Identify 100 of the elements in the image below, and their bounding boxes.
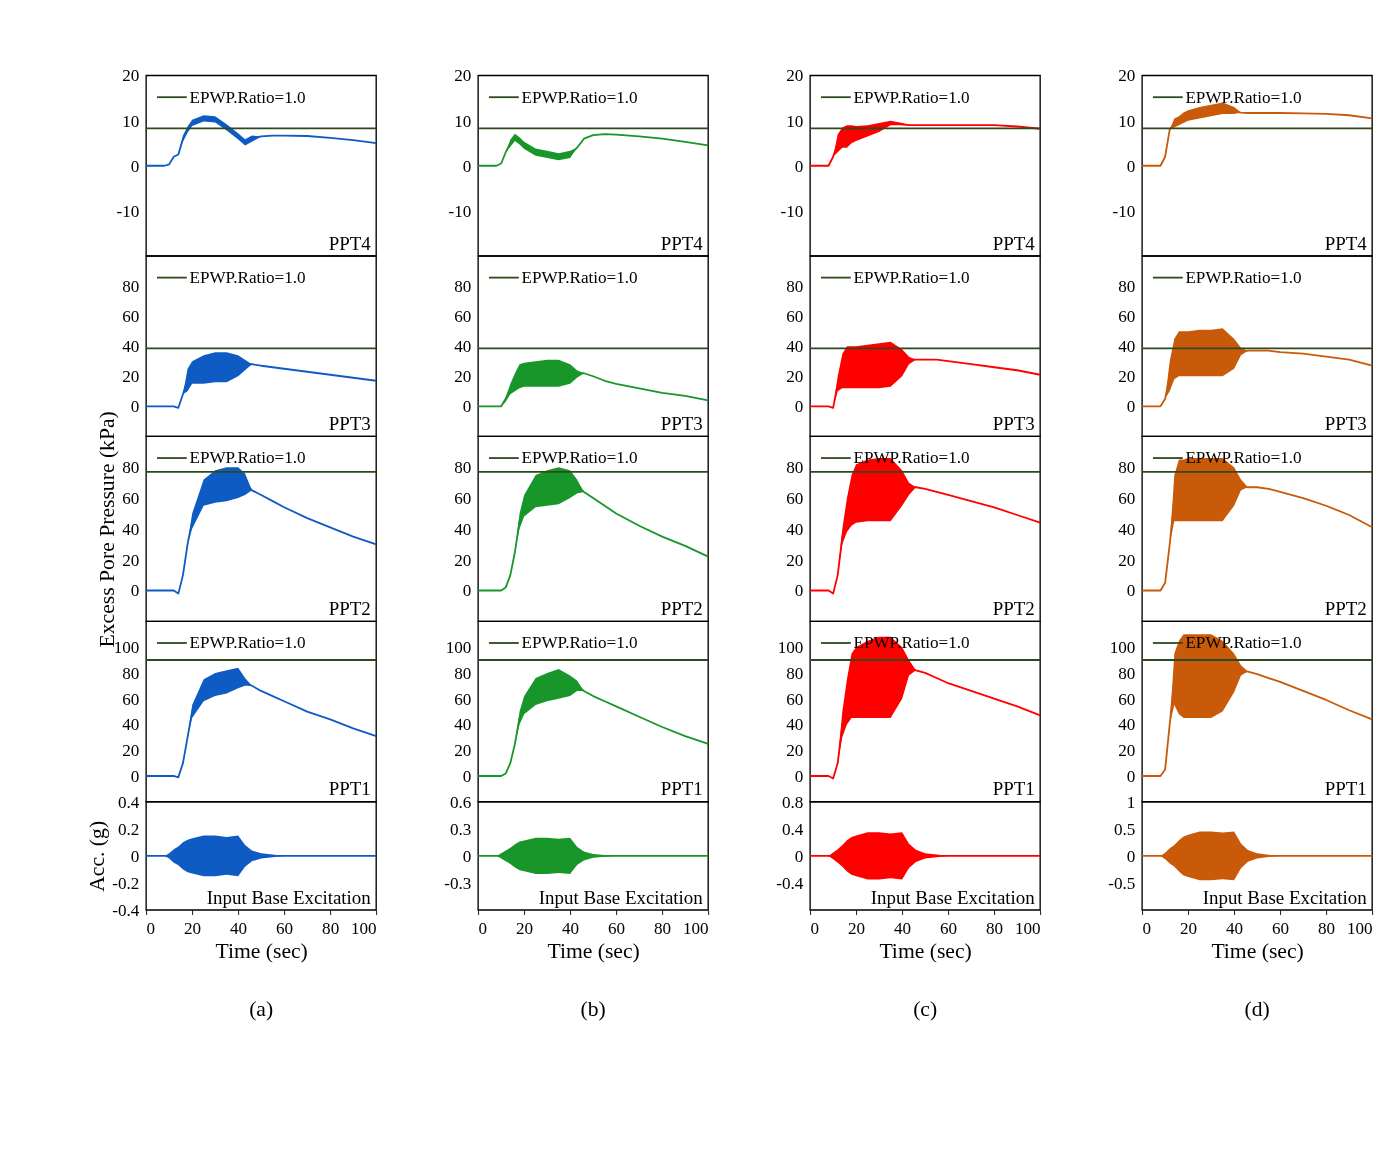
x-tick-label: 20 xyxy=(848,918,866,938)
y-tick-label: 0 xyxy=(794,846,804,866)
y-tick-label: 0 xyxy=(1126,581,1136,601)
y-tick-label: -0.3 xyxy=(444,873,472,893)
y-tick-label: 40 xyxy=(454,519,472,539)
y-tick-label: 40 xyxy=(454,337,472,357)
y-tick-label: 0 xyxy=(1126,846,1136,866)
y-tick-label: 60 xyxy=(454,488,472,508)
y-tick-label: 80 xyxy=(454,663,472,683)
annotation: PPT3 xyxy=(328,413,371,435)
y-tick-label: 20 xyxy=(454,550,472,570)
x-tick-label: 40 xyxy=(230,918,248,938)
y-tick-label: 0 xyxy=(794,397,804,417)
legend-label: EPWP.Ratio=1.0 xyxy=(1185,268,1302,288)
x-tick-label: 80 xyxy=(1318,918,1336,938)
x-axis-title: Time (sec) xyxy=(215,939,308,964)
y-tick-label: 60 xyxy=(454,306,472,326)
annotation: PPT4 xyxy=(992,232,1036,254)
y-tick-label: 60 xyxy=(1118,306,1136,326)
y-tick-label: 0 xyxy=(130,846,140,866)
y-tick-label: 0.4 xyxy=(117,792,140,812)
y-tick-label: 100 xyxy=(777,637,804,657)
y-tick-label: 80 xyxy=(1118,663,1136,683)
y-tick-label: 0.2 xyxy=(117,819,140,839)
x-tick-label: 100 xyxy=(350,918,377,938)
y-tick-label: 20 xyxy=(454,66,472,86)
annotation: PPT2 xyxy=(992,598,1035,620)
y-tick-label: 0 xyxy=(462,581,472,601)
x-tick-label: 80 xyxy=(322,918,340,938)
y-tick-label: 0.4 xyxy=(781,819,804,839)
y-tick-label: 0 xyxy=(794,581,804,601)
x-tick-label: 40 xyxy=(894,918,912,938)
x-tick-label: 60 xyxy=(276,918,294,938)
y-tick-label: 0 xyxy=(130,397,140,417)
y-tick-label: 60 xyxy=(122,488,140,508)
y-tick-label: 60 xyxy=(786,689,804,709)
legend-label: EPWP.Ratio=1.0 xyxy=(1185,87,1302,107)
legend-label: EPWP.Ratio=1.0 xyxy=(521,87,638,107)
y-tick-label: 80 xyxy=(122,663,140,683)
y-tick-label: -10 xyxy=(448,201,472,221)
annotation: PPT4 xyxy=(328,232,372,254)
annotation: PPT3 xyxy=(1324,413,1367,435)
annotation: PPT2 xyxy=(328,598,371,620)
y-tick-label: 10 xyxy=(122,111,140,131)
annotation: Input Base Excitation xyxy=(538,886,704,908)
y-tick-label: 10 xyxy=(454,111,472,131)
y-tick-label: 60 xyxy=(1118,488,1136,508)
y-tick-label: 20 xyxy=(122,66,140,86)
y-tick-label: 0 xyxy=(1126,397,1136,417)
y-tick-label: 40 xyxy=(1118,519,1136,539)
y-tick-label: 60 xyxy=(122,689,140,709)
y-tick-label: 40 xyxy=(122,337,140,357)
annotation: PPT4 xyxy=(660,232,704,254)
y-tick-label: 20 xyxy=(786,367,804,387)
x-tick-label: 60 xyxy=(608,918,626,938)
y-tick-label: -0.4 xyxy=(776,873,804,893)
text: (a) xyxy=(249,996,274,1021)
y-tick-label: 20 xyxy=(122,550,140,570)
x-tick-label: 60 xyxy=(940,918,958,938)
y-tick-label: 0.8 xyxy=(781,792,804,812)
y-tick-label: 0 xyxy=(130,766,140,786)
y-tick-label: 40 xyxy=(122,715,140,735)
annotation: PPT1 xyxy=(992,778,1035,800)
annotation: PPT4 xyxy=(1324,232,1368,254)
x-tick-label: 0 xyxy=(810,918,820,938)
x-tick-label: 40 xyxy=(1226,918,1244,938)
y-tick-label: 20 xyxy=(786,741,804,761)
y-tick-label: 80 xyxy=(122,276,140,296)
y-tick-label: 80 xyxy=(786,276,804,296)
y-tick-label: 40 xyxy=(122,519,140,539)
legend-label: EPWP.Ratio=1.0 xyxy=(853,87,970,107)
y-tick-label: 80 xyxy=(1118,458,1136,478)
x-tick-label: 100 xyxy=(682,918,709,938)
y-tick-label: 0.5 xyxy=(1113,819,1136,839)
y-tick-label: 60 xyxy=(786,488,804,508)
y-tick-label: 100 xyxy=(445,637,472,657)
x-tick-label: 20 xyxy=(1180,918,1198,938)
y-tick-label: 20 xyxy=(122,367,140,387)
y-tick-label: 0 xyxy=(794,766,804,786)
y-tick-label: 60 xyxy=(454,689,472,709)
y-tick-label: 60 xyxy=(122,306,140,326)
legend-label: EPWP.Ratio=1.0 xyxy=(853,448,970,468)
y-tick-label: 20 xyxy=(1118,550,1136,570)
y-tick-label: -0.4 xyxy=(112,900,140,920)
annotation: PPT1 xyxy=(328,778,371,800)
legend-label: EPWP.Ratio=1.0 xyxy=(521,268,638,288)
y-tick-label: -10 xyxy=(1112,201,1136,221)
legend-label: EPWP.Ratio=1.0 xyxy=(521,448,638,468)
y-tick-label: 80 xyxy=(786,663,804,683)
x-tick-label: 20 xyxy=(516,918,534,938)
y-tick-label: 20 xyxy=(1118,741,1136,761)
legend-label: EPWP.Ratio=1.0 xyxy=(189,87,306,107)
legend-label: EPWP.Ratio=1.0 xyxy=(521,633,638,653)
y-tick-label: 20 xyxy=(1118,367,1136,387)
annotation: PPT3 xyxy=(660,413,703,435)
text: (b) xyxy=(580,996,606,1021)
y-tick-label: -0.2 xyxy=(112,873,140,893)
annotation: PPT2 xyxy=(1324,598,1367,620)
x-tick-label: 100 xyxy=(1014,918,1041,938)
x-tick-label: 80 xyxy=(986,918,1004,938)
